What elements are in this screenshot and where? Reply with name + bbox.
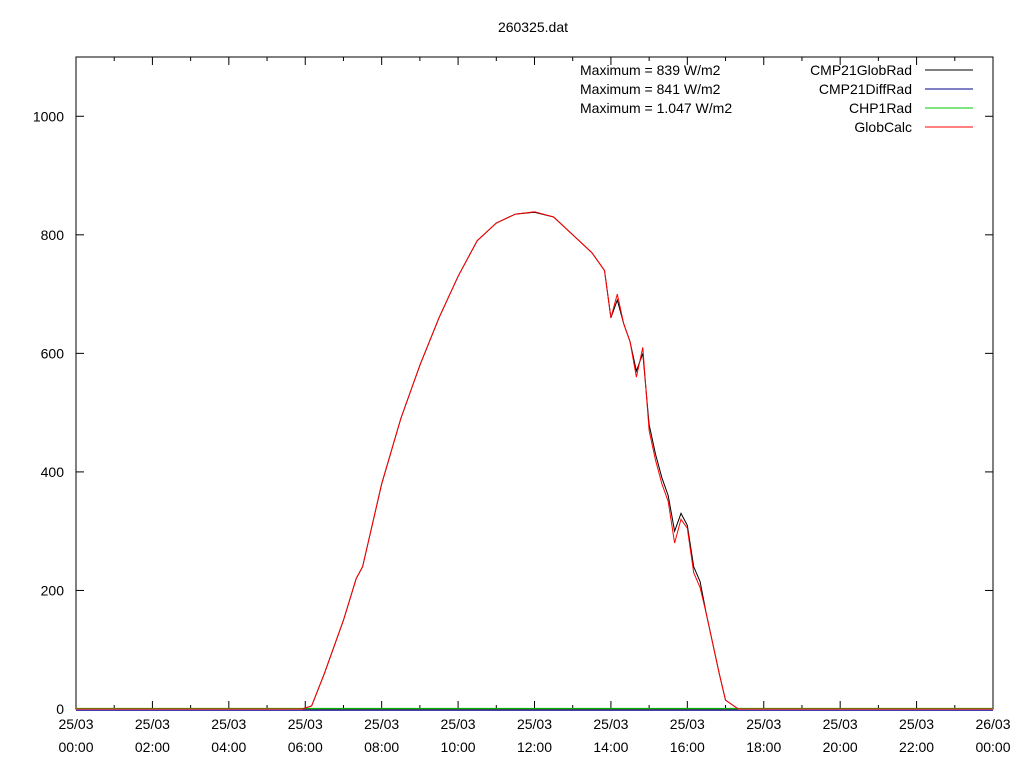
x-tick-label-time: 06:00 <box>288 739 323 755</box>
legend-label: CMP21DiffRad <box>819 81 912 97</box>
x-tick-label-time: 00:00 <box>58 739 93 755</box>
x-tick-label-time: 12:00 <box>517 739 552 755</box>
x-tick-label-time: 18:00 <box>746 739 781 755</box>
x-tick-label-time: 22:00 <box>899 739 934 755</box>
y-tick-label: 800 <box>41 227 65 243</box>
annotations: Maximum = 839 W/m2 Maximum = 841 W/m2 Maxi… <box>580 62 732 116</box>
chart-title: 260325.dat <box>498 19 568 35</box>
annotation-maximum: Maximum = 841 W/m2 <box>580 81 721 97</box>
y-tick-label: 0 <box>56 701 64 717</box>
x-tick-label-time: 14:00 <box>593 739 628 755</box>
legend-label: CHP1Rad <box>849 100 912 116</box>
axis-tick-labels: 0 200 400 600 800 1000 25/03 00:00 25/03 02:00 25/… <box>33 108 1011 755</box>
series-lines <box>76 211 993 711</box>
series-line-GlobCalc <box>76 211 993 710</box>
x-tick-label-date: 25/03 <box>593 716 628 732</box>
x-tick-label-date: 25/03 <box>441 716 476 732</box>
x-tick-label-time: 10:00 <box>441 739 476 755</box>
x-tick-label-date: 25/03 <box>364 716 399 732</box>
annotation-maximum: Maximum = 1.047 W/m2 <box>580 100 732 116</box>
x-tick-label-date: 25/03 <box>670 716 705 732</box>
x-tick-label-date: 25/03 <box>746 716 781 732</box>
legend: CMP21GlobRad CMP21DiffRad CHP1Rad GlobCalc <box>810 62 973 135</box>
x-tick-label-time: 16:00 <box>670 739 705 755</box>
annotation-maximum: Maximum = 839 W/m2 <box>580 62 721 78</box>
x-tick-label-time: 02:00 <box>135 739 170 755</box>
series-line-CMP21GlobRad <box>76 211 993 710</box>
x-tick-label-date: 25/03 <box>58 716 93 732</box>
x-tick-label-date: 25/03 <box>517 716 552 732</box>
x-tick-label-time: 04:00 <box>211 739 246 755</box>
x-tick-label-date: 25/03 <box>823 716 858 732</box>
y-tick-label: 200 <box>41 582 65 598</box>
legend-label: CMP21GlobRad <box>810 62 912 78</box>
x-tick-label-date: 25/03 <box>211 716 246 732</box>
y-tick-label: 1000 <box>33 108 64 124</box>
y-tick-label: 600 <box>41 345 65 361</box>
x-tick-label-time: 00:00 <box>975 739 1010 755</box>
legend-label: GlobCalc <box>854 119 912 135</box>
x-tick-label-time: 20:00 <box>823 739 858 755</box>
x-tick-label-date: 25/03 <box>135 716 170 732</box>
x-tick-label-time: 08:00 <box>364 739 399 755</box>
x-tick-label-date: 26/03 <box>975 716 1010 732</box>
plot-area-frame <box>75 56 994 710</box>
y-tick-label: 400 <box>41 464 65 480</box>
x-tick-label-date: 25/03 <box>288 716 323 732</box>
axis-ticks <box>75 57 994 710</box>
x-tick-label-date: 25/03 <box>899 716 934 732</box>
